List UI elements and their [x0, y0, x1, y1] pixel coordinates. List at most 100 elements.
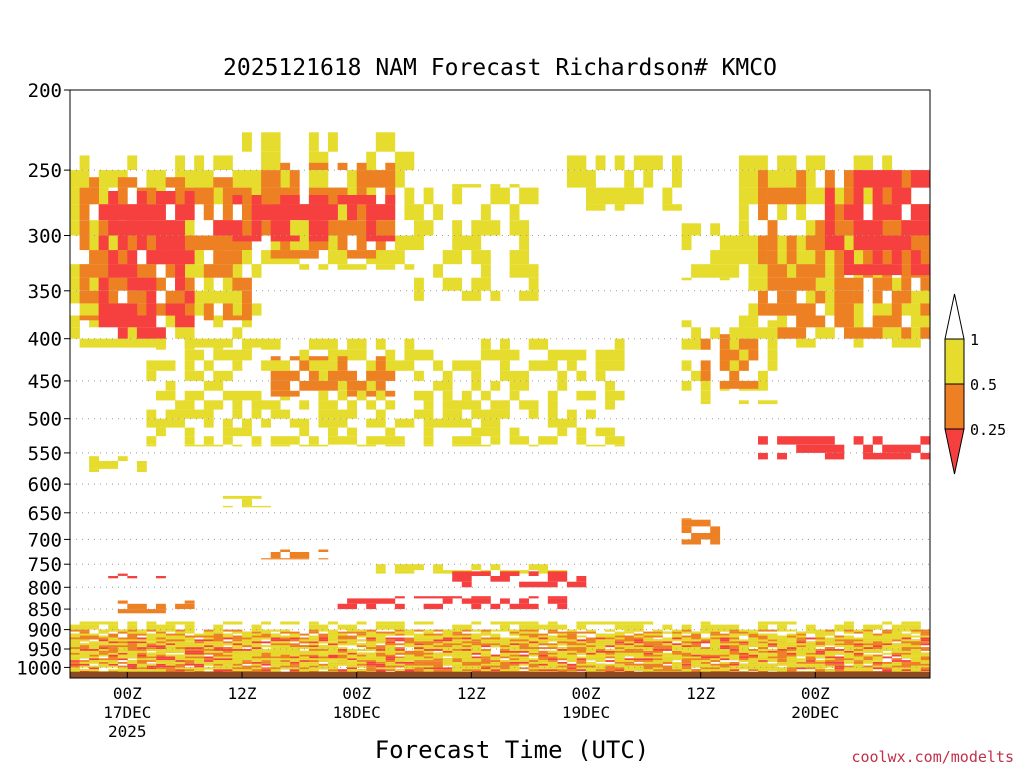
ri-cell — [681, 519, 692, 527]
ri-cell — [308, 647, 319, 649]
ri-cell — [289, 654, 300, 657]
ri-cell — [213, 250, 224, 265]
ri-cell — [385, 669, 396, 671]
ri-cell — [509, 264, 520, 278]
ri-cell — [901, 624, 912, 630]
ri-cell — [242, 633, 252, 636]
ri-cell — [643, 631, 654, 634]
ri-cell — [280, 250, 291, 259]
ri-cell — [538, 338, 549, 350]
ri-cell — [824, 631, 835, 634]
ri-cell — [366, 652, 377, 655]
ri-cell — [251, 650, 262, 653]
ri-cell — [738, 643, 749, 646]
ri-cell — [815, 662, 826, 664]
ri-cell — [452, 652, 463, 655]
ri-cell — [242, 277, 252, 291]
ri-cell — [423, 662, 434, 664]
ri-cell — [767, 320, 778, 328]
ri-cell — [280, 370, 291, 381]
ri-cell — [901, 654, 912, 657]
ri-cell — [270, 660, 281, 662]
ri-cell — [442, 663, 453, 666]
ri-cell — [328, 663, 338, 666]
ri-cell — [136, 264, 147, 278]
ri-cell — [738, 652, 749, 655]
ri-cell — [194, 349, 205, 361]
ri-cell — [509, 649, 520, 651]
ri-cell — [500, 639, 510, 642]
ri-cell — [79, 187, 90, 205]
ri-cell — [557, 663, 568, 666]
ri-cell — [194, 652, 205, 655]
ri-cell — [633, 656, 644, 659]
ri-cell — [509, 571, 520, 576]
ri-cell — [328, 647, 338, 649]
ri-cell — [423, 427, 434, 437]
ri-cell — [366, 669, 377, 671]
ri-cell — [328, 436, 338, 445]
ri-cell — [672, 170, 682, 188]
ri-cell — [767, 656, 778, 659]
ri-cell — [308, 665, 319, 668]
ri-cell — [920, 315, 931, 328]
ri-cell — [385, 641, 396, 644]
ri-cell — [213, 665, 224, 668]
ri-cell — [461, 581, 472, 588]
ri-cell — [652, 635, 663, 638]
ri-cell — [194, 635, 205, 638]
ri-cell — [691, 264, 701, 278]
ri-cell — [595, 349, 606, 361]
ri-cell — [280, 658, 291, 661]
ri-cell — [786, 662, 797, 664]
ri-cell — [347, 641, 357, 644]
ri-cell — [366, 603, 377, 610]
ri-cell — [375, 418, 386, 428]
ri-cell — [222, 621, 233, 625]
ri-cell — [194, 641, 205, 644]
ri-cell — [308, 151, 319, 171]
ri-cell — [394, 665, 405, 668]
ri-cell — [433, 629, 443, 632]
ri-cell — [117, 665, 128, 668]
ri-cell — [796, 264, 807, 278]
ri-cell — [356, 204, 367, 221]
ri-cell — [251, 641, 262, 644]
ri-cell — [108, 641, 119, 644]
ri-cell — [643, 658, 654, 661]
ri-cell — [528, 581, 539, 588]
ri-cell — [777, 635, 787, 638]
ri-cell — [318, 380, 329, 391]
ri-cell — [767, 338, 778, 350]
ri-cell — [624, 658, 635, 661]
ri-cell — [261, 662, 271, 664]
ri-cell — [824, 654, 835, 657]
ri-cell — [289, 558, 300, 560]
ri-cell — [528, 187, 539, 205]
ri-cell — [337, 669, 348, 671]
ri-cell — [289, 436, 300, 445]
ri-cell — [767, 170, 778, 188]
ri-cell — [337, 360, 348, 371]
ri-cell — [385, 656, 396, 659]
ri-cell — [203, 629, 214, 632]
ri-cell — [404, 633, 415, 636]
ri-cell — [624, 635, 635, 638]
ri-cell — [681, 360, 692, 371]
ri-cell — [404, 660, 415, 662]
ri-cell — [700, 264, 711, 278]
ri-cell — [595, 370, 606, 381]
ri-cell — [633, 649, 644, 651]
ri-cell — [910, 250, 921, 265]
ri-cell — [156, 631, 166, 634]
ri-cell — [681, 665, 692, 668]
ri-cell — [557, 658, 568, 661]
ri-cell — [595, 669, 606, 671]
ri-cell — [452, 641, 463, 644]
ri-cell — [748, 264, 759, 278]
ri-cell — [824, 650, 835, 653]
ri-cell — [308, 656, 319, 659]
ri-cell — [156, 390, 166, 401]
ri-cell — [242, 315, 252, 321]
ri-cell — [805, 155, 816, 170]
